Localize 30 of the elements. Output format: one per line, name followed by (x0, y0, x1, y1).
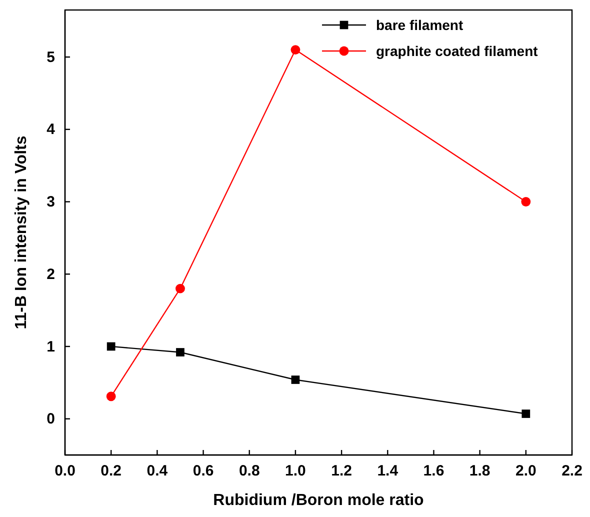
point (522, 410, 530, 418)
x-tick-label: 0.8 (238, 462, 260, 480)
x-tick-label: 0.6 (192, 462, 214, 480)
x-tick-label: 1.0 (285, 462, 306, 480)
y-tick-label: 1 (46, 338, 55, 356)
y-tick-label: 4 (46, 121, 56, 138)
y-tick-label: 3 (46, 194, 55, 211)
legend-label: bare filament (376, 17, 464, 33)
x-tick-label: 0.4 (146, 462, 168, 480)
point (176, 284, 185, 294)
y-tick-label: 5 (46, 48, 55, 66)
y-axis-title: 11-B Ion intensity in Volts (13, 136, 30, 330)
point (106, 392, 116, 402)
x-axis-title: Rubidium /Boron mole ratio (213, 492, 424, 509)
x-tick-label: 1.8 (469, 462, 490, 480)
point (521, 197, 531, 206)
point (290, 45, 300, 55)
point (106, 342, 116, 351)
x-tick-label: 2.0 (515, 462, 536, 480)
point (176, 348, 184, 356)
x-tick-label: 0.2 (100, 462, 122, 480)
y-tick-label: 0 (46, 410, 55, 428)
y-tick-label: 2 (46, 266, 55, 283)
x-tick-label: 0.0 (54, 462, 76, 480)
legend-label: graphite coated filament (376, 43, 538, 59)
x-tick-label: 1.4 (377, 462, 399, 480)
point (291, 376, 300, 384)
x-tick-label: 2.2 (562, 462, 582, 480)
x-tick-label: 1.6 (423, 462, 444, 480)
x-tick-label: 1.2 (331, 462, 352, 480)
